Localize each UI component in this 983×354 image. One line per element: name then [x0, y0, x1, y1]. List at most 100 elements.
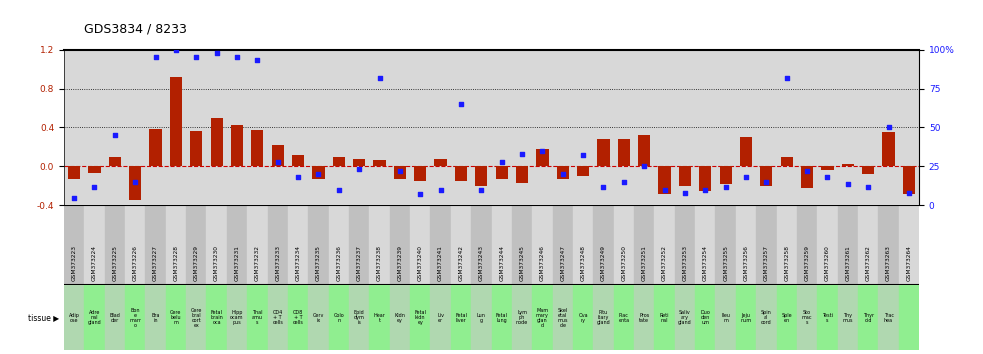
Text: GSM373239: GSM373239 — [397, 245, 402, 281]
Text: GSM373228: GSM373228 — [173, 245, 178, 281]
Point — [250, 58, 265, 63]
Bar — [206, 285, 227, 350]
Text: Jeju
num: Jeju num — [740, 313, 752, 323]
Text: GSM373224: GSM373224 — [92, 245, 97, 281]
Bar — [186, 285, 206, 350]
Bar — [740, 137, 752, 166]
Bar — [227, 205, 247, 285]
Bar — [125, 205, 145, 285]
Point — [107, 132, 123, 138]
Text: Colo
n: Colo n — [333, 313, 344, 323]
Bar — [898, 285, 919, 350]
Text: Spin
al
cord: Spin al cord — [761, 310, 772, 325]
Bar — [85, 205, 104, 285]
Bar — [455, 166, 467, 181]
Bar — [431, 285, 451, 350]
Bar — [716, 205, 736, 285]
Bar — [370, 285, 389, 350]
Bar — [414, 166, 427, 181]
Bar — [170, 77, 182, 166]
Text: GSM373238: GSM373238 — [377, 245, 382, 281]
Bar — [394, 166, 406, 179]
Bar — [451, 205, 471, 285]
Bar — [292, 155, 304, 166]
Text: Fetal
brain
oca: Fetal brain oca — [210, 310, 223, 325]
Bar — [332, 156, 345, 166]
Bar — [149, 130, 161, 166]
Bar — [756, 205, 777, 285]
Text: GSM373240: GSM373240 — [418, 245, 423, 281]
Bar — [556, 166, 569, 179]
Bar — [353, 159, 366, 166]
Text: GSM373258: GSM373258 — [784, 245, 789, 281]
Point — [331, 187, 347, 193]
Bar — [210, 118, 223, 166]
Bar — [655, 285, 674, 350]
Text: GSM373246: GSM373246 — [540, 245, 545, 281]
Text: GSM373252: GSM373252 — [663, 245, 667, 281]
Text: GSM373229: GSM373229 — [194, 245, 199, 281]
Text: GSM373264: GSM373264 — [906, 245, 911, 281]
Text: Lym
ph
node: Lym ph node — [516, 310, 528, 325]
Bar — [695, 205, 716, 285]
Bar — [674, 285, 695, 350]
Point — [474, 187, 490, 193]
Bar — [267, 285, 288, 350]
Bar — [516, 166, 528, 183]
Bar — [271, 145, 284, 166]
Point — [453, 101, 469, 107]
Point — [799, 168, 815, 174]
Point — [87, 184, 102, 189]
Bar — [573, 285, 594, 350]
Text: Pros
tate: Pros tate — [639, 313, 650, 323]
Text: GSM373232: GSM373232 — [255, 245, 260, 281]
Bar — [552, 205, 573, 285]
Point — [596, 184, 611, 189]
Bar — [190, 131, 202, 166]
Point — [290, 175, 306, 180]
Text: GSM373262: GSM373262 — [866, 245, 871, 281]
Bar — [577, 166, 589, 176]
Text: GSM373235: GSM373235 — [316, 245, 320, 281]
Point — [147, 55, 163, 60]
Text: Reti
nal: Reti nal — [660, 313, 669, 323]
Text: Pitu
itary
gland: Pitu itary gland — [597, 310, 610, 325]
Text: GDS3834 / 8233: GDS3834 / 8233 — [84, 22, 187, 35]
Bar — [247, 205, 267, 285]
Text: tissue ▶: tissue ▶ — [28, 313, 59, 322]
Text: Bon
e
marr
o: Bon e marr o — [129, 308, 142, 328]
Bar — [492, 205, 512, 285]
Point — [535, 148, 550, 154]
Text: GSM373260: GSM373260 — [825, 245, 830, 281]
Bar — [777, 205, 797, 285]
Bar — [797, 285, 817, 350]
Bar — [410, 205, 431, 285]
Text: GSM373263: GSM373263 — [886, 245, 891, 281]
Bar — [88, 166, 100, 173]
Text: Hear
t: Hear t — [374, 313, 385, 323]
Point — [657, 187, 672, 193]
Text: Sple
en: Sple en — [781, 313, 792, 323]
Bar — [313, 166, 324, 179]
Text: GSM373242: GSM373242 — [458, 245, 463, 281]
Text: Ileu
m: Ileu m — [722, 313, 730, 323]
Bar — [781, 156, 793, 166]
Bar — [716, 285, 736, 350]
Bar — [64, 205, 85, 285]
Bar — [129, 166, 142, 200]
Point — [229, 55, 245, 60]
Bar — [374, 160, 385, 166]
Bar — [695, 285, 716, 350]
Text: GSM373254: GSM373254 — [703, 245, 708, 281]
Bar — [512, 205, 532, 285]
Bar — [267, 205, 288, 285]
Bar — [471, 205, 492, 285]
Bar — [186, 205, 206, 285]
Text: Sto
mac
s: Sto mac s — [802, 310, 812, 325]
Bar — [594, 285, 613, 350]
Point — [208, 50, 224, 56]
Point — [839, 181, 855, 186]
Text: Blad
der: Blad der — [109, 313, 120, 323]
Bar — [252, 130, 263, 166]
Text: Fetal
kidn
ey: Fetal kidn ey — [414, 310, 427, 325]
